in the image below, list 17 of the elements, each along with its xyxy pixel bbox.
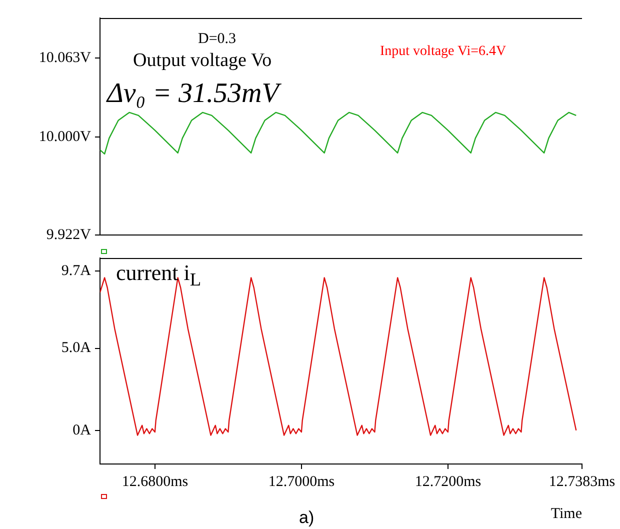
x-tick-label: 12.7200ms [414,474,482,490]
text: a) [299,508,314,527]
x-tick-label: 12.7000ms [268,474,335,490]
x-tick-label: 12.7383ms [548,474,616,490]
y-tick-label: 5.0A [61,340,92,356]
annotation: D=0.3 [198,31,236,47]
x-tick-label: 12.6800ms [122,474,188,490]
annotation: current i$_{L}$ [116,260,202,290]
y-tick-label: 10.000V [38,129,92,146]
y-tick-label: 9.7A [61,263,92,280]
x-axis-title: Time [550,506,582,522]
y-tick-label: 9.922V [46,226,92,243]
y-tick-label: 0A [72,422,92,438]
annotation: Output voltage Vo [133,50,272,71]
annotation: Δv₀ = 31.53mV [107,78,279,109]
annotation: Input voltage Vi=6.4V [380,44,506,59]
y-tick-label: 10.063V [38,50,92,66]
